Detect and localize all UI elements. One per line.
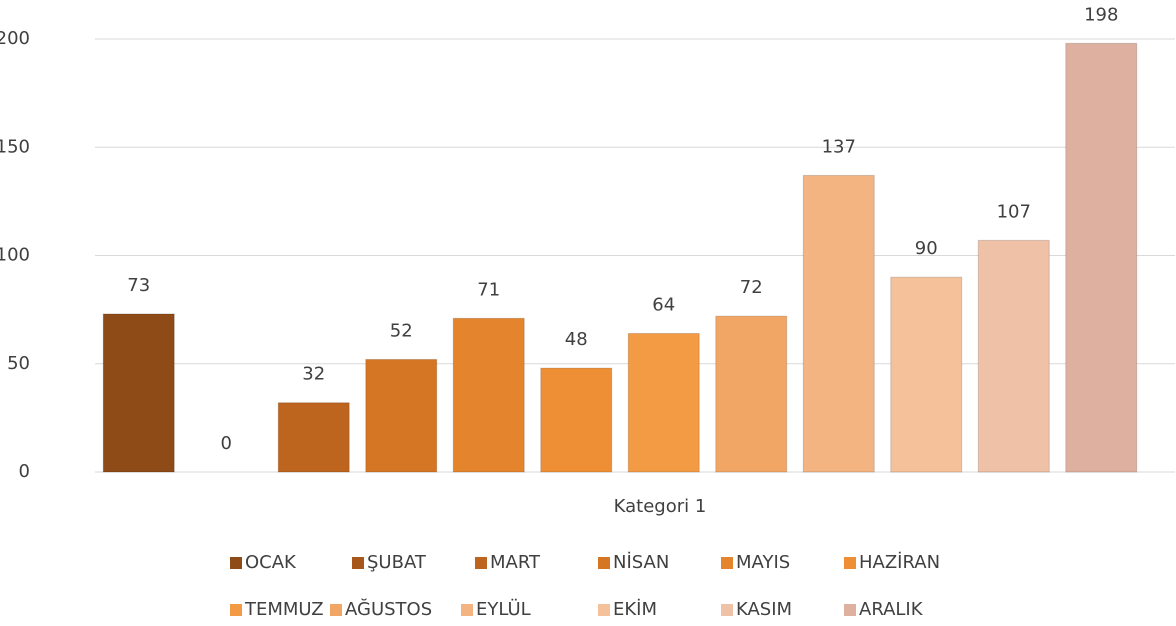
legend-swatch [844,557,856,569]
legend-swatch [330,604,342,616]
legend-swatch [475,557,487,569]
data-label: 137 [822,136,856,157]
bar [977,239,1050,473]
legend-swatch [721,557,733,569]
bar [452,317,525,473]
data-label: 198 [1084,4,1118,25]
bar [540,367,613,473]
bar [277,402,350,473]
legend-label: NİSAN [613,552,669,573]
legend-label: OCAK [245,552,297,573]
legend-swatch [230,557,242,569]
data-label: 72 [740,277,763,298]
legend-swatch [598,557,610,569]
legend-swatch [598,604,610,616]
legend-label: EKİM [613,599,657,620]
data-label: 107 [997,201,1031,222]
legend-swatch [230,604,242,616]
legend-label: ARALIK [859,599,924,620]
data-label: 73 [127,275,150,296]
data-label: 32 [302,364,325,385]
data-label: 71 [477,279,500,300]
bar [890,276,963,473]
y-tick-label: 100 [0,245,30,266]
legend-label: MAYIS [736,552,790,573]
legend-swatch [461,604,473,616]
legend-swatch [844,604,856,616]
y-tick-label: 50 [7,353,30,374]
bar [365,358,438,473]
legend-label: MART [490,552,541,573]
data-label: 90 [915,238,938,259]
y-tick-label: 0 [19,461,30,482]
data-label: 48 [565,329,588,350]
data-label: 0 [221,433,232,454]
legend-label: ŞUBAT [367,552,427,573]
bar [627,332,700,473]
y-tick-label: 200 [0,28,30,49]
data-label: 52 [390,320,413,341]
legend-label: KASIM [736,599,792,620]
legend-swatch [352,557,364,569]
bar [102,313,175,473]
legend-label: EYLÜL [476,598,531,620]
y-tick-label: 150 [0,136,30,157]
bar [715,315,788,473]
legend-label: AĞUSTOS [345,598,432,620]
legend-label: HAZİRAN [859,552,940,573]
data-label: 64 [652,294,675,315]
x-tick-label: Kategori 1 [614,496,707,517]
legend-swatch [721,604,733,616]
bar [1065,42,1138,473]
legend-label: TEMMUZ [244,599,324,620]
bar [802,174,875,473]
